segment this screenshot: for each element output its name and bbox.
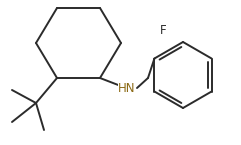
Text: HN: HN [118, 81, 136, 95]
Text: F: F [160, 23, 166, 37]
